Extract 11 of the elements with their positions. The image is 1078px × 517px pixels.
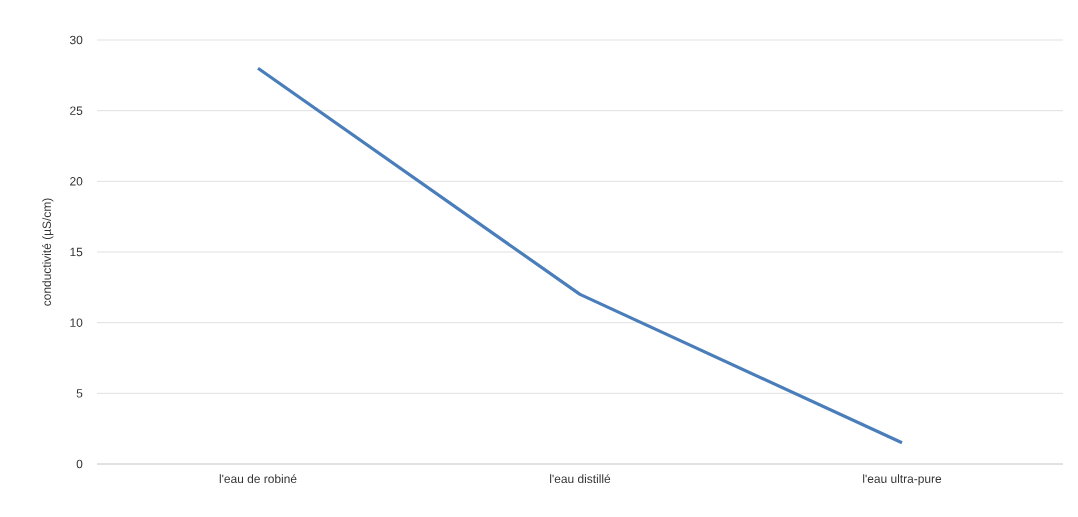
y-axis-title: conductivité (µS/cm) <box>42 198 54 306</box>
y-tick-label: 25 <box>70 106 83 115</box>
x-tick-label: l'eau de robiné <box>219 474 297 484</box>
y-tick-label: 0 <box>76 459 83 469</box>
y-tick-label: 10 <box>70 318 83 327</box>
y-tick-label: 30 <box>69 35 83 45</box>
y-tick-label: 15 <box>70 247 83 257</box>
y-tick-label: 20 <box>70 177 83 186</box>
y-tick-label: 5 <box>76 389 83 398</box>
x-tick-label: l'eau distillé <box>550 474 611 484</box>
x-tick-label: l'eau ultra-pure <box>863 474 942 486</box>
